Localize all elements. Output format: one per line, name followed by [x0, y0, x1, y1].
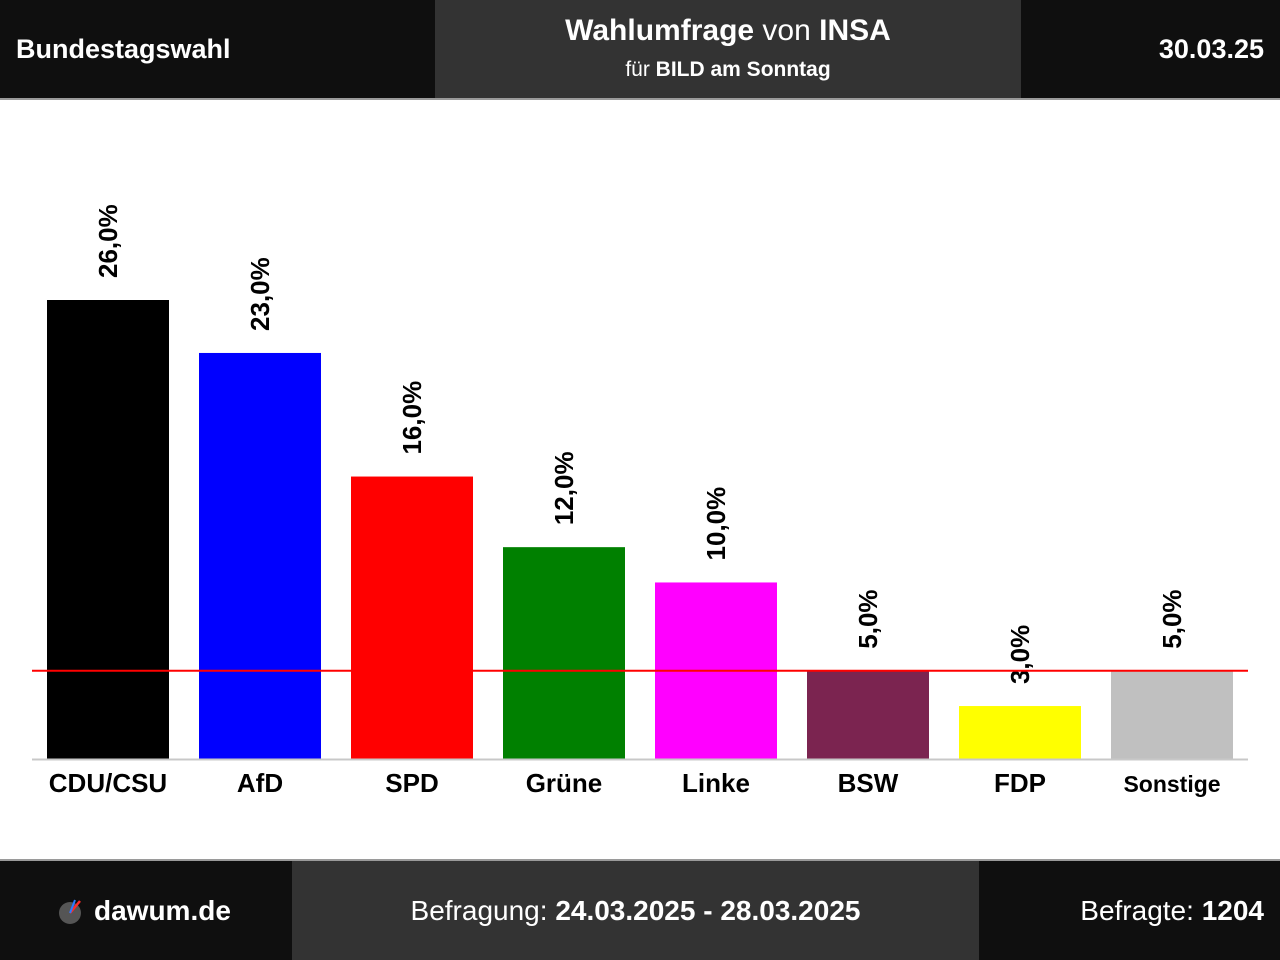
poll-bar-chart: 26,0% CDU/CSU 23,0% AfD 16,0% SPD 12,0% Grüne 10…	[32, 204, 1248, 798]
header-divider	[0, 98, 1280, 100]
bar-2	[351, 476, 473, 759]
poll-title-panel: Wahlumfrage von INSA für BILD am Sonntag	[435, 0, 1021, 98]
value-label-5: 5,0%	[853, 589, 883, 648]
category-label-0: CDU/CSU	[49, 768, 167, 798]
poll-title-prefix: Wahlumfrage	[565, 14, 755, 47]
poll-client: für BILD am Sonntag	[435, 58, 1021, 82]
value-label-0: 26,0%	[93, 204, 123, 278]
value-label-4: 10,0%	[701, 487, 731, 561]
survey-label: Befragung:	[410, 894, 548, 926]
election-title: Bundestagswahl	[16, 33, 231, 64]
value-label-3: 12,0%	[549, 451, 579, 525]
category-label-3: Grüne	[526, 768, 603, 798]
value-label-6: 3,0%	[1005, 625, 1035, 684]
footer-divider	[0, 859, 1280, 861]
logo-text: dawum.de	[94, 894, 231, 926]
footer-bar: dawum.de Befragung: 24.03.2025 - 28.03.2…	[0, 861, 1280, 960]
dawum-logo-icon	[59, 899, 81, 924]
client-name: BILD am Sonntag	[655, 58, 831, 81]
category-label-2: SPD	[385, 768, 438, 798]
logo[interactable]: dawum.de	[58, 861, 231, 960]
bar-3	[503, 547, 625, 759]
bar-7	[1111, 670, 1233, 759]
poll-client-prefix: für	[625, 58, 650, 81]
category-label-6: FDP	[994, 768, 1046, 798]
poll-date: 30.03.25	[1158, 33, 1264, 64]
bar-6	[959, 706, 1081, 759]
category-label-7: Sonstige	[1123, 771, 1220, 797]
value-label-7: 5,0%	[1157, 589, 1187, 648]
value-label-1: 23,0%	[245, 257, 275, 331]
poll-title: Wahlumfrage von INSA	[435, 14, 1021, 48]
bar-0	[47, 300, 169, 759]
respondents: Befragte: 1204	[1080, 861, 1264, 960]
poll-title-von: von	[762, 14, 811, 47]
survey-dates: 24.03.2025 - 28.03.2025	[555, 894, 861, 926]
respondents-label: Befragte:	[1080, 894, 1194, 926]
bar-1	[199, 352, 321, 759]
category-label-1: AfD	[237, 768, 283, 798]
value-label-2: 16,0%	[397, 381, 427, 455]
header-bar: Bundestagswahl Wahlumfrage von INSA für …	[0, 0, 1280, 98]
survey-period: Befragung: 24.03.2025 - 28.03.2025	[292, 861, 979, 960]
respondents-count: 1204	[1201, 894, 1264, 926]
category-label-4: Linke	[682, 768, 750, 798]
category-label-5: BSW	[838, 768, 899, 798]
institute-name: INSA	[819, 14, 891, 47]
bar-5	[807, 670, 929, 759]
